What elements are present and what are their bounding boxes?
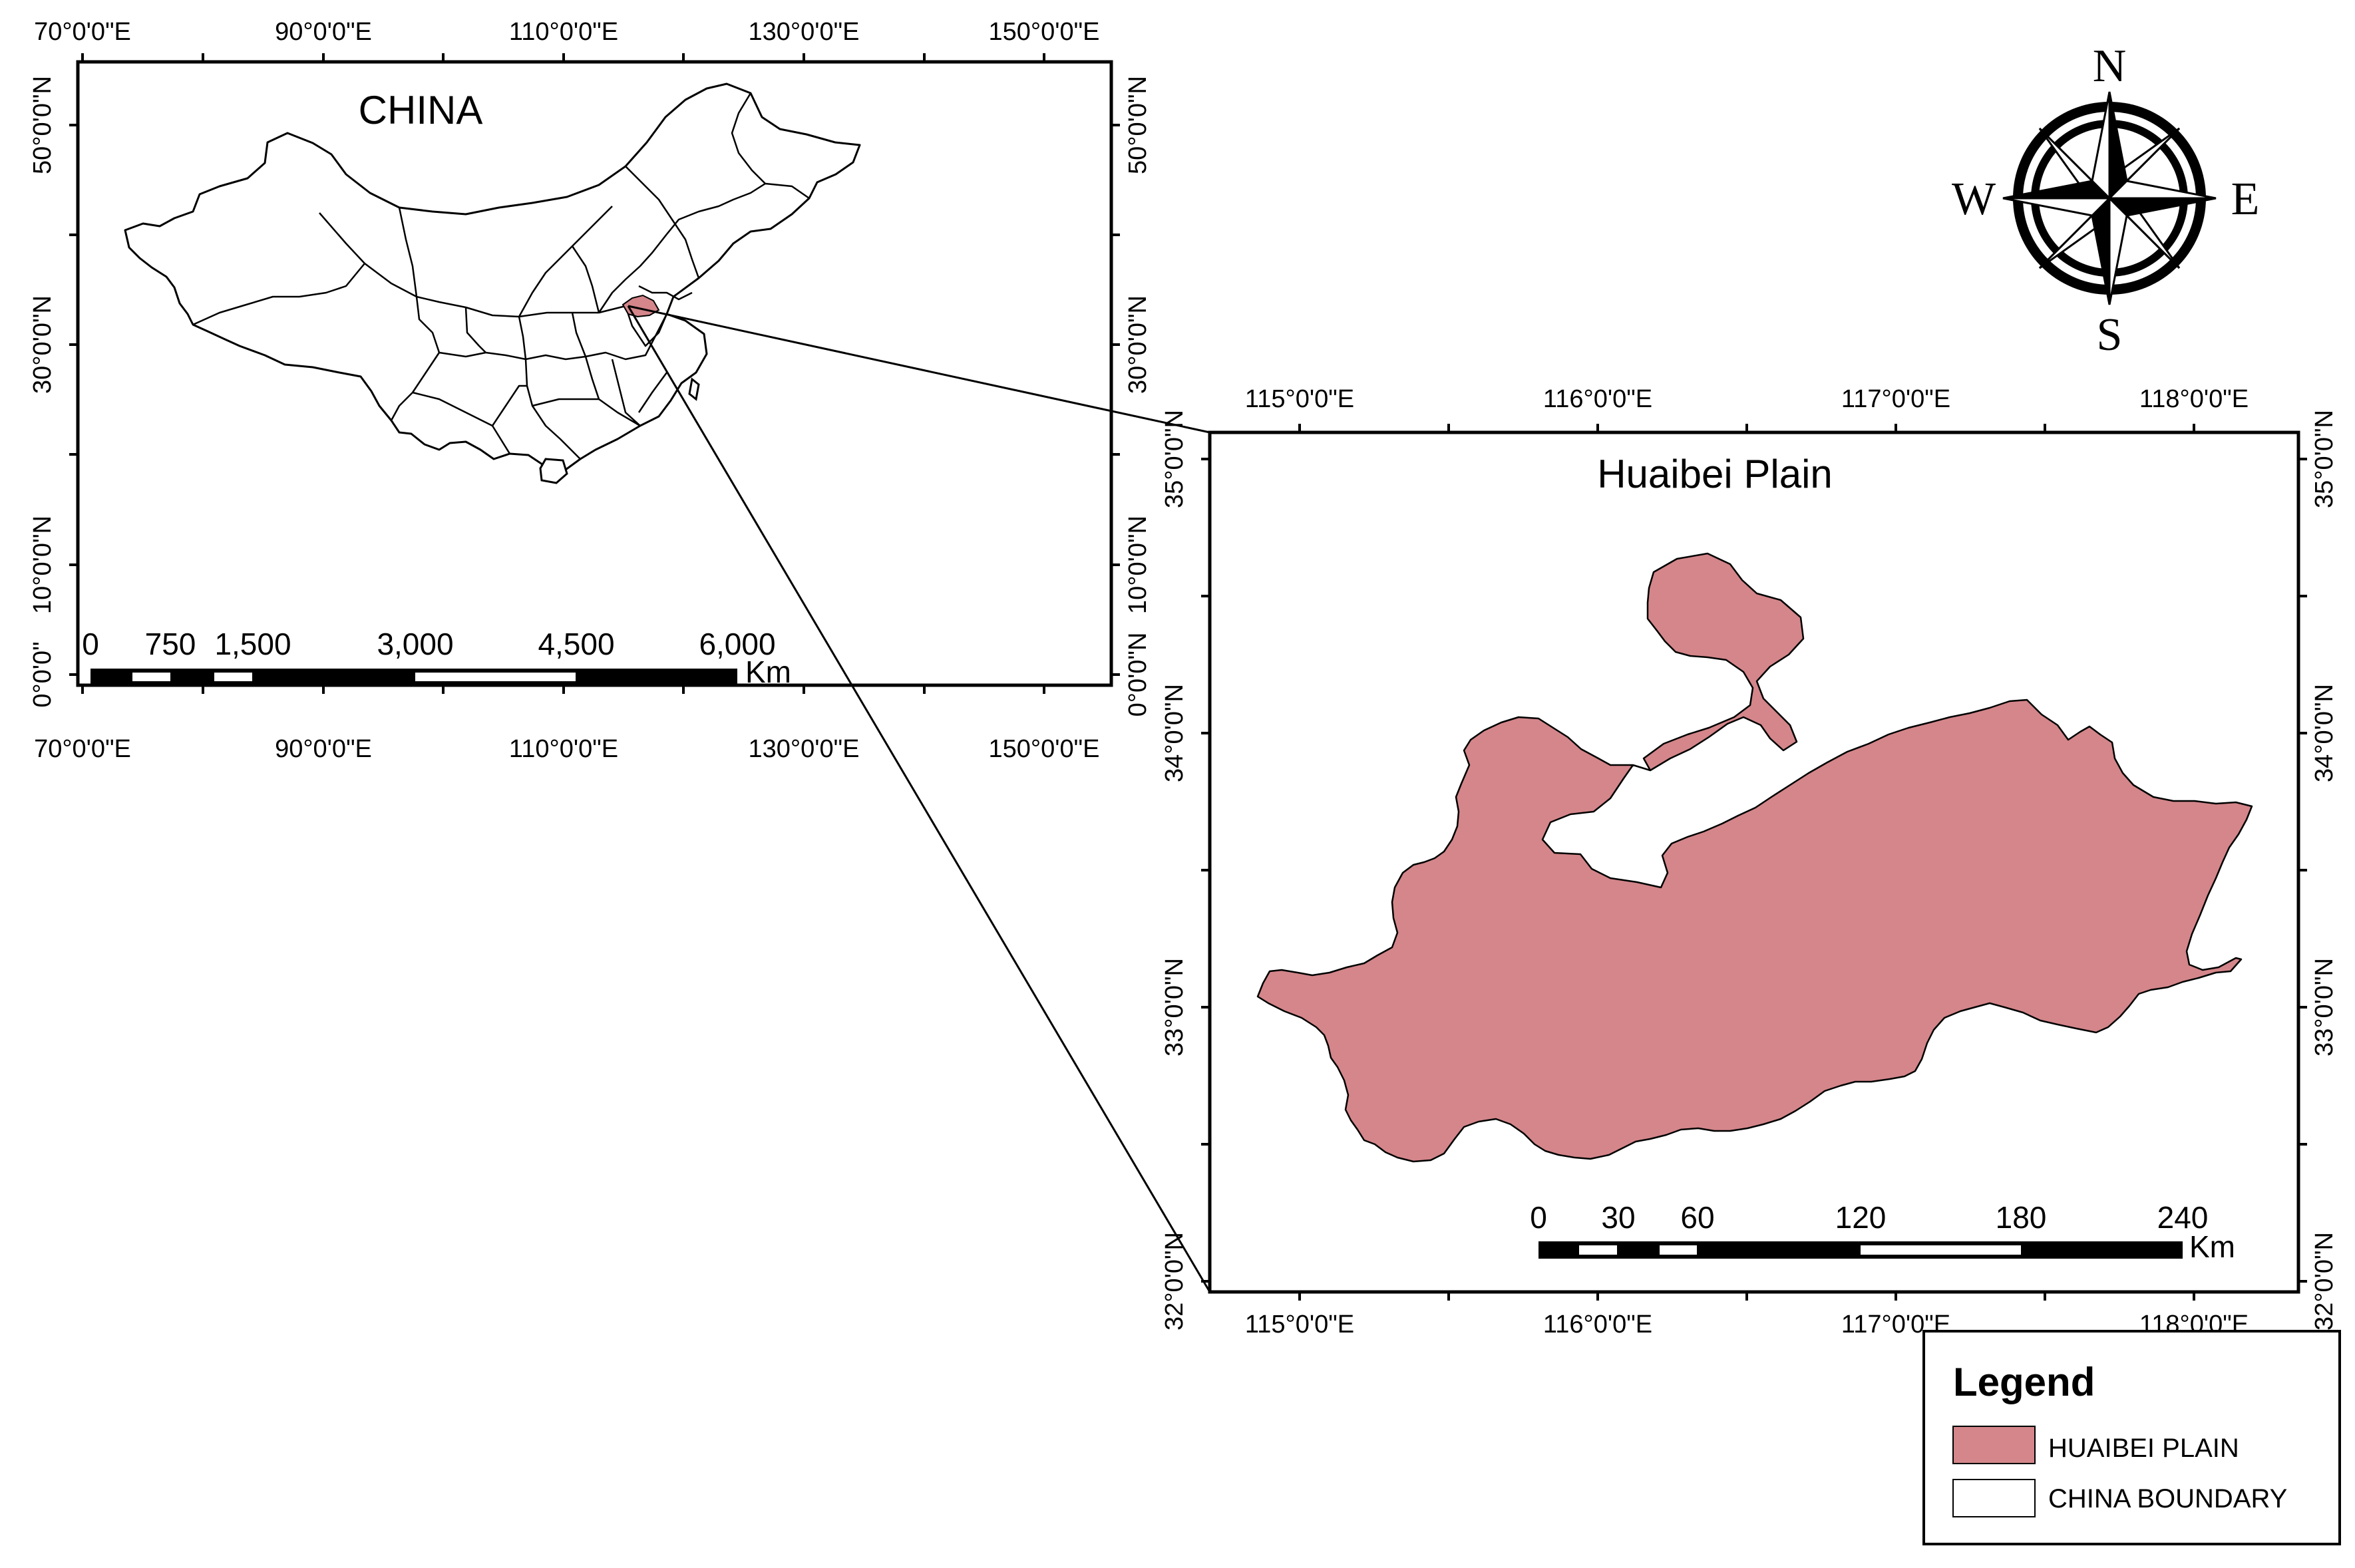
huaibei-scale-label: 60 [1680, 1200, 1714, 1235]
legend-label-china: CHINA BOUNDARY [2048, 1484, 2287, 1513]
china-tick-marks [69, 53, 1120, 694]
huaibei-left-tick-label: 34°0'0"N [1161, 684, 1188, 782]
huaibei-bottom-tick-label: 115°0'0"E [1245, 1311, 1354, 1338]
legend-swatch-huaibei [1952, 1426, 2036, 1464]
china-left-tick-label: 0°0'0" [29, 641, 57, 707]
china-scale-label: 0 [82, 627, 99, 661]
huaibei-left-tick-label: 32°0'0"N [1161, 1232, 1188, 1331]
huaibei-top-tick-label: 116°0'0"E [1543, 385, 1652, 413]
huaibei-scale-label: 0 [1530, 1200, 1547, 1235]
compass-east-label: E [2231, 174, 2260, 225]
legend-label-huaibei: HUAIBEI PLAIN [2048, 1434, 2239, 1463]
china-top-tick-label: 90°0'0"E [275, 18, 372, 46]
china-map-title: CHINA [359, 88, 483, 132]
china-bottom-tick-label: 150°0'0"E [989, 735, 1100, 763]
china-scale-label: 4,500 [538, 627, 614, 661]
china-top-tick-label: 110°0'0"E [509, 18, 618, 46]
china-scale-label: 6,000 [699, 627, 775, 661]
huaibei-scale-label: 240 [2157, 1200, 2209, 1235]
huaibei-top-tick-label: 115°0'0"E [1245, 385, 1354, 413]
china-scale-label: 750 [145, 627, 196, 661]
huaibei-scale-unit: Km [2189, 1229, 2235, 1264]
china-right-tick-label: 10°0'0"N [1124, 516, 1152, 614]
huaibei-right-tick-label: 33°0'0"N [2310, 958, 2338, 1056]
huaibei-left-tick-label: 33°0'0"N [1161, 958, 1188, 1056]
north-arrow-compass: N S E W [1952, 41, 2259, 361]
huaibei-scale-label: 180 [1996, 1200, 2047, 1235]
china-right-tick-label: 50°0'0"N [1124, 76, 1152, 174]
taiwan-island-shape [688, 377, 700, 401]
huaibei-top-tick-label: 117°0'0"E [1841, 385, 1950, 413]
compass-star-cardinal [2002, 91, 2217, 305]
huaibei-right-tick-label: 34°0'0"N [2310, 684, 2338, 782]
huaibei-top-tick-label: 118°0'0"E [2139, 385, 2249, 413]
huaibei-scale-label: 120 [1835, 1200, 1887, 1235]
china-scale-bar [91, 669, 737, 685]
china-scale-label: 3,000 [377, 627, 453, 661]
huaibei-plain-region [1256, 552, 2253, 1163]
huaibei-right-tick-label: 32°0'0"N [2310, 1232, 2338, 1331]
legend-title: Legend [1953, 1360, 2095, 1404]
compass-north-label: N [2093, 41, 2127, 92]
china-inset: 70°0'0"E 90°0'0"E 110°0'0"E 130°0'0"E 15… [29, 18, 1152, 763]
huaibei-inset: 115°0'0"E 116°0'0"E 117°0'0"E 118°0'0"E … [1161, 385, 2338, 1338]
china-scale-unit: Km [745, 655, 791, 689]
china-bottom-tick-label: 90°0'0"E [275, 735, 372, 763]
huaibei-right-tick-label: 35°0'0"N [2310, 410, 2338, 508]
huaibei-map-title: Huaibei Plain [1597, 452, 1833, 496]
china-left-tick-label: 30°0'0"N [29, 295, 57, 394]
huaibei-left-tick-label: 35°0'0"N [1161, 410, 1188, 508]
china-top-tick-label: 130°0'0"E [749, 18, 860, 46]
huaibei-scale-label: 30 [1601, 1200, 1635, 1235]
huaibei-bottom-tick-label: 116°0'0"E [1543, 1311, 1652, 1338]
china-left-tick-label: 50°0'0"N [29, 76, 57, 174]
legend-swatch-china [1952, 1479, 2036, 1517]
china-right-tick-label: 0°0'0"N [1124, 633, 1152, 717]
china-province-lines [192, 92, 810, 460]
legend: Legend HUAIBEI PLAIN CHINA BOUNDARY [1922, 1330, 2341, 1545]
compass-south-label: S [2097, 309, 2123, 361]
china-left-tick-label: 10°0'0"N [29, 516, 57, 614]
compass-west-label: W [1952, 174, 1996, 225]
china-bottom-tick-label: 110°0'0"E [509, 735, 618, 763]
china-scale-label: 1,500 [214, 627, 291, 661]
china-boundary-shape [124, 82, 861, 475]
china-top-tick-label: 150°0'0"E [989, 18, 1100, 46]
huaibei-scale-bar [1539, 1241, 2183, 1259]
huaibei-map-frame [1208, 430, 2300, 1294]
huaibei-tick-marks [1201, 424, 2307, 1301]
china-top-tick-label: 70°0'0"E [34, 18, 131, 46]
china-bottom-tick-label: 70°0'0"E [34, 735, 131, 763]
hainan-island-shape [539, 458, 568, 484]
china-right-tick-label: 30°0'0"N [1124, 295, 1152, 394]
zoom-connector-lines [627, 305, 1211, 1293]
china-bottom-tick-label: 130°0'0"E [749, 735, 860, 763]
